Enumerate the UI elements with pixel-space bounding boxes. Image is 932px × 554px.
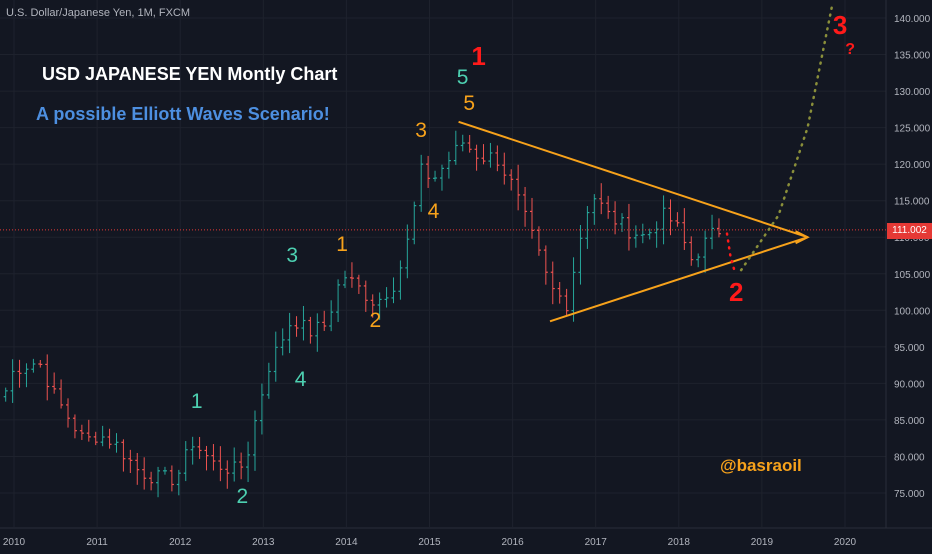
symbol-title[interactable]: U.S. Dollar/Japanese Yen, 1M, FXCM — [6, 7, 191, 19]
wave-label: 2 — [236, 484, 249, 508]
x-tick-label: 2011 — [86, 537, 108, 548]
wave-label: 2 — [728, 277, 744, 308]
chart-subtitle: A possible Elliott Waves Scenario! — [36, 104, 330, 124]
wave-label: 3 — [832, 10, 848, 41]
x-tick-label: 2018 — [668, 537, 691, 548]
x-tick-label: 2015 — [418, 537, 441, 548]
author-handle: @basraoil — [720, 456, 802, 475]
grid — [0, 0, 886, 527]
wave-label: 3 — [286, 243, 299, 267]
projection-wave-3-path — [739, 2, 834, 272]
wave-label: 4 — [427, 199, 440, 223]
y-tick-label: 85.000 — [894, 416, 925, 427]
triangle-lower-line[interactable] — [549, 236, 808, 323]
x-tick-label: 2012 — [169, 537, 192, 548]
x-tick-label: 2014 — [335, 537, 358, 548]
x-tick-label: 2019 — [751, 537, 774, 548]
y-tick-label: 115.000 — [894, 197, 930, 208]
y-tick-label: 90.000 — [894, 379, 925, 390]
y-tick-label: 105.000 — [894, 270, 931, 281]
wave-label: 2 — [369, 309, 382, 333]
wave-label: 5 — [456, 65, 469, 89]
triangle-arrow-head — [795, 230, 810, 245]
y-tick-label: 135.000 — [894, 51, 931, 62]
x-tick-label: 2017 — [585, 537, 608, 548]
projection-wave-2-path — [725, 232, 737, 276]
wave-label: 5 — [463, 92, 476, 116]
projection-paths — [725, 2, 834, 276]
x-tick-label: 2010 — [3, 537, 26, 548]
y-tick-label: 130.000 — [894, 87, 931, 98]
y-tick-label: 75.000 — [894, 489, 925, 500]
y-tick-label: 120.000 — [894, 160, 931, 171]
wave-label: 1 — [471, 41, 486, 71]
wave-label: 3 — [415, 119, 427, 143]
x-tick-label: 2013 — [252, 537, 275, 548]
y-tick-label: 125.000 — [894, 124, 931, 135]
y-tick-label: 95.000 — [894, 343, 925, 354]
wave-label: 4 — [294, 367, 307, 391]
wave-label: ? — [845, 40, 856, 58]
last-price-badge: 111.002 — [887, 223, 932, 239]
triangle-upper-line[interactable] — [458, 120, 808, 239]
y-tick-label: 100.000 — [894, 306, 931, 317]
y-tick-label: 80.000 — [894, 452, 925, 463]
candles — [3, 130, 721, 498]
y-tick-label: 140.000 — [894, 14, 931, 25]
chart-title: USD JAPANESE YEN Montly Chart — [42, 64, 338, 84]
wave-label: 1 — [336, 232, 348, 256]
x-tick-label: 2020 — [834, 537, 857, 548]
wave-label: 1 — [190, 389, 203, 413]
x-tick-label: 2016 — [501, 537, 524, 548]
